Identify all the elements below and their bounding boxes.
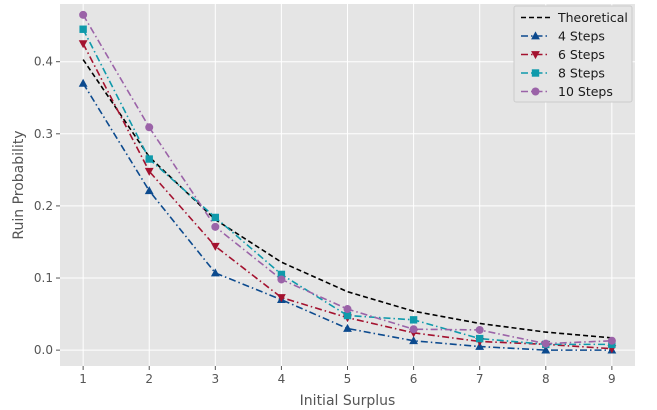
series-line-1 xyxy=(82,82,612,351)
y-tick-label: 0.1 xyxy=(34,271,53,285)
y-tick-label: 0.2 xyxy=(34,199,53,213)
y-axis-label: Ruin Probability xyxy=(11,130,27,239)
data-point-series-3 xyxy=(409,316,418,324)
legend-marker xyxy=(531,69,540,77)
data-point-series-4 xyxy=(409,325,418,334)
legend: Theoretical 4 Steps 6 Steps 8 Steps 10 Steps xyxy=(513,5,633,103)
x-tick-label: 1 xyxy=(79,372,87,386)
legend-label: 6 Steps xyxy=(558,47,605,62)
data-point-series-4 xyxy=(541,339,550,348)
legend-label: 8 Steps xyxy=(558,66,605,81)
x-tick-label: 2 xyxy=(145,372,153,386)
legend-label: Theoretical xyxy=(557,10,628,25)
data-point-series-1 xyxy=(144,186,154,195)
legend-marker xyxy=(531,87,540,96)
data-point-series-1 xyxy=(541,345,551,354)
data-point-series-4 xyxy=(79,10,88,19)
data-point-series-1 xyxy=(210,268,220,277)
data-point-series-2 xyxy=(277,294,286,303)
y-tick-labels: 0.0 0.1 0.2 0.3 0.4 xyxy=(34,55,60,357)
data-point-series-4 xyxy=(475,325,484,334)
series-markers xyxy=(78,10,617,354)
data-point-series-4 xyxy=(607,336,616,345)
x-tick-label: 7 xyxy=(476,372,484,386)
data-point-series-3 xyxy=(277,270,286,279)
y-tick-label: 0.0 xyxy=(34,343,53,357)
data-point-series-3 xyxy=(211,213,220,222)
legend-label: 10 Steps xyxy=(558,84,613,99)
data-point-series-1 xyxy=(343,323,352,332)
legend-box xyxy=(513,5,633,103)
x-tick-label: 8 xyxy=(542,372,550,386)
x-tick-label: 5 xyxy=(344,372,352,386)
data-point-series-3 xyxy=(475,334,484,343)
x-tick-label: 3 xyxy=(211,372,219,386)
data-point-series-3 xyxy=(145,155,153,163)
x-axis-label: Initial Surplus xyxy=(300,393,396,409)
data-point-series-2 xyxy=(210,242,220,251)
data-point-series-2 xyxy=(144,167,154,176)
data-point-series-4 xyxy=(145,123,154,132)
y-tick-label: 0.4 xyxy=(34,55,53,69)
data-point-series-1 xyxy=(409,336,418,345)
x-tick-label: 6 xyxy=(410,372,418,386)
y-tick-label: 0.3 xyxy=(34,127,53,141)
x-tick-label: 9 xyxy=(608,372,616,386)
data-point-series-4 xyxy=(343,305,352,314)
data-point-series-2 xyxy=(78,40,88,49)
legend-marker xyxy=(531,31,540,40)
data-point-series-4 xyxy=(211,222,220,231)
x-tick-labels: 1 2 3 4 5 6 7 8 9 xyxy=(79,366,616,386)
data-point-series-1 xyxy=(78,78,88,87)
legend-label: 4 Steps xyxy=(558,29,605,44)
data-point-series-3 xyxy=(343,311,352,320)
data-point-series-4 xyxy=(277,275,286,284)
legend-marker xyxy=(531,51,540,60)
series-line-3 xyxy=(82,28,612,346)
x-tick-label: 4 xyxy=(278,372,286,386)
data-point-series-3 xyxy=(79,25,87,33)
